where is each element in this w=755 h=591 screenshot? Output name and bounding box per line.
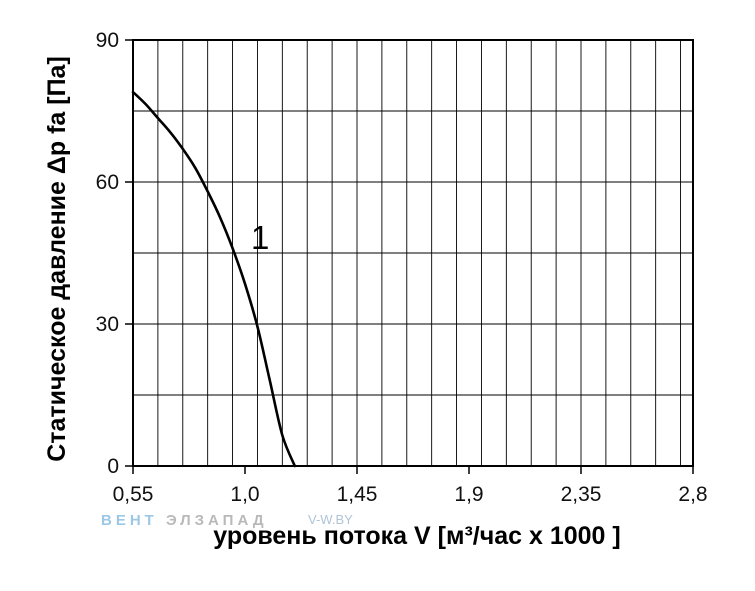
y-tick-label: 60 <box>96 171 119 194</box>
x-tick-label: 2,8 <box>678 483 707 506</box>
watermark: ВЕНТ ЭЛЗАПАД V-W.BY <box>101 512 353 529</box>
curves <box>131 90 297 468</box>
x-tick-label: 1,9 <box>454 483 483 506</box>
x-tick-label: 1,0 <box>230 483 259 506</box>
y-tick-label: 90 <box>96 29 119 52</box>
ticks: 0,55 1,0 1,45 1,9 2,35 2,8 0 30 60 90 <box>96 29 708 506</box>
y-tick-label: 0 <box>107 455 119 478</box>
x-tick-label: 2,35 <box>561 483 602 506</box>
watermark-text-3: V-W.BY <box>308 512 353 527</box>
plot-frame <box>132 39 694 467</box>
x-tick-label: 1,45 <box>337 483 378 506</box>
grid <box>133 40 693 466</box>
watermark-text-2: ЭЛЗАПАД <box>166 512 268 529</box>
watermark-text-1: ВЕНТ <box>101 512 158 529</box>
series-line <box>131 90 297 468</box>
x-axis-title: уровень потока V [м³/час x 1000 ] <box>213 522 620 550</box>
y-axis-title: Статическое давление Δp fa [Па] <box>43 56 71 462</box>
x-tick-label: 0,55 <box>113 483 154 506</box>
series-label-1: 1 <box>251 219 269 256</box>
y-tick-label: 30 <box>96 313 119 336</box>
